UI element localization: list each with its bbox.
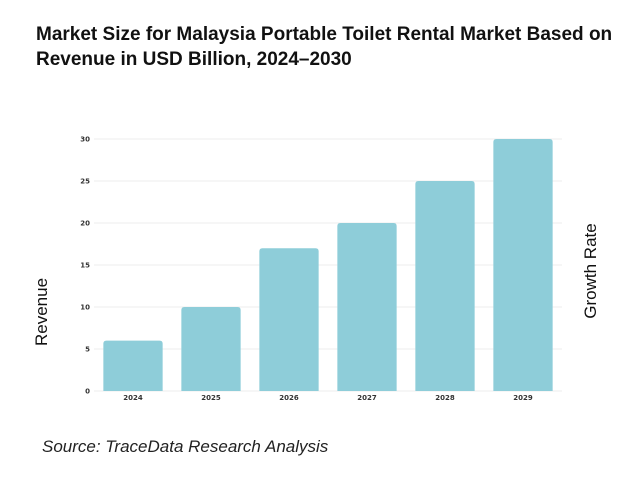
bar-2029 (493, 139, 553, 391)
x-tick-label: 2025 (201, 394, 221, 402)
bar-2028 (415, 181, 475, 391)
bar-2025 (181, 307, 241, 391)
x-tick-label: 2026 (279, 394, 299, 402)
x-tick-label: 2024 (123, 394, 143, 402)
y-tick-label: 25 (80, 178, 90, 186)
source-note: Source: TraceData Research Analysis (42, 437, 329, 456)
chart-title: Market Size for Malaysia Portable Toilet… (36, 24, 613, 70)
x-tick-label: 2029 (513, 394, 533, 402)
y-tick-label: 30 (80, 136, 90, 144)
bar-2026 (259, 248, 319, 391)
y-tick-label: 10 (80, 304, 90, 312)
x-tick-label: 2027 (357, 394, 377, 402)
x-tick-label: 2028 (435, 394, 455, 402)
y-tick-label: 5 (85, 346, 90, 354)
bar-2027 (337, 223, 397, 391)
y-tick-label: 20 (80, 220, 90, 228)
y-tick-label: 15 (80, 262, 90, 270)
y-tick-label: 0 (85, 388, 90, 396)
bar-2024 (103, 340, 163, 391)
